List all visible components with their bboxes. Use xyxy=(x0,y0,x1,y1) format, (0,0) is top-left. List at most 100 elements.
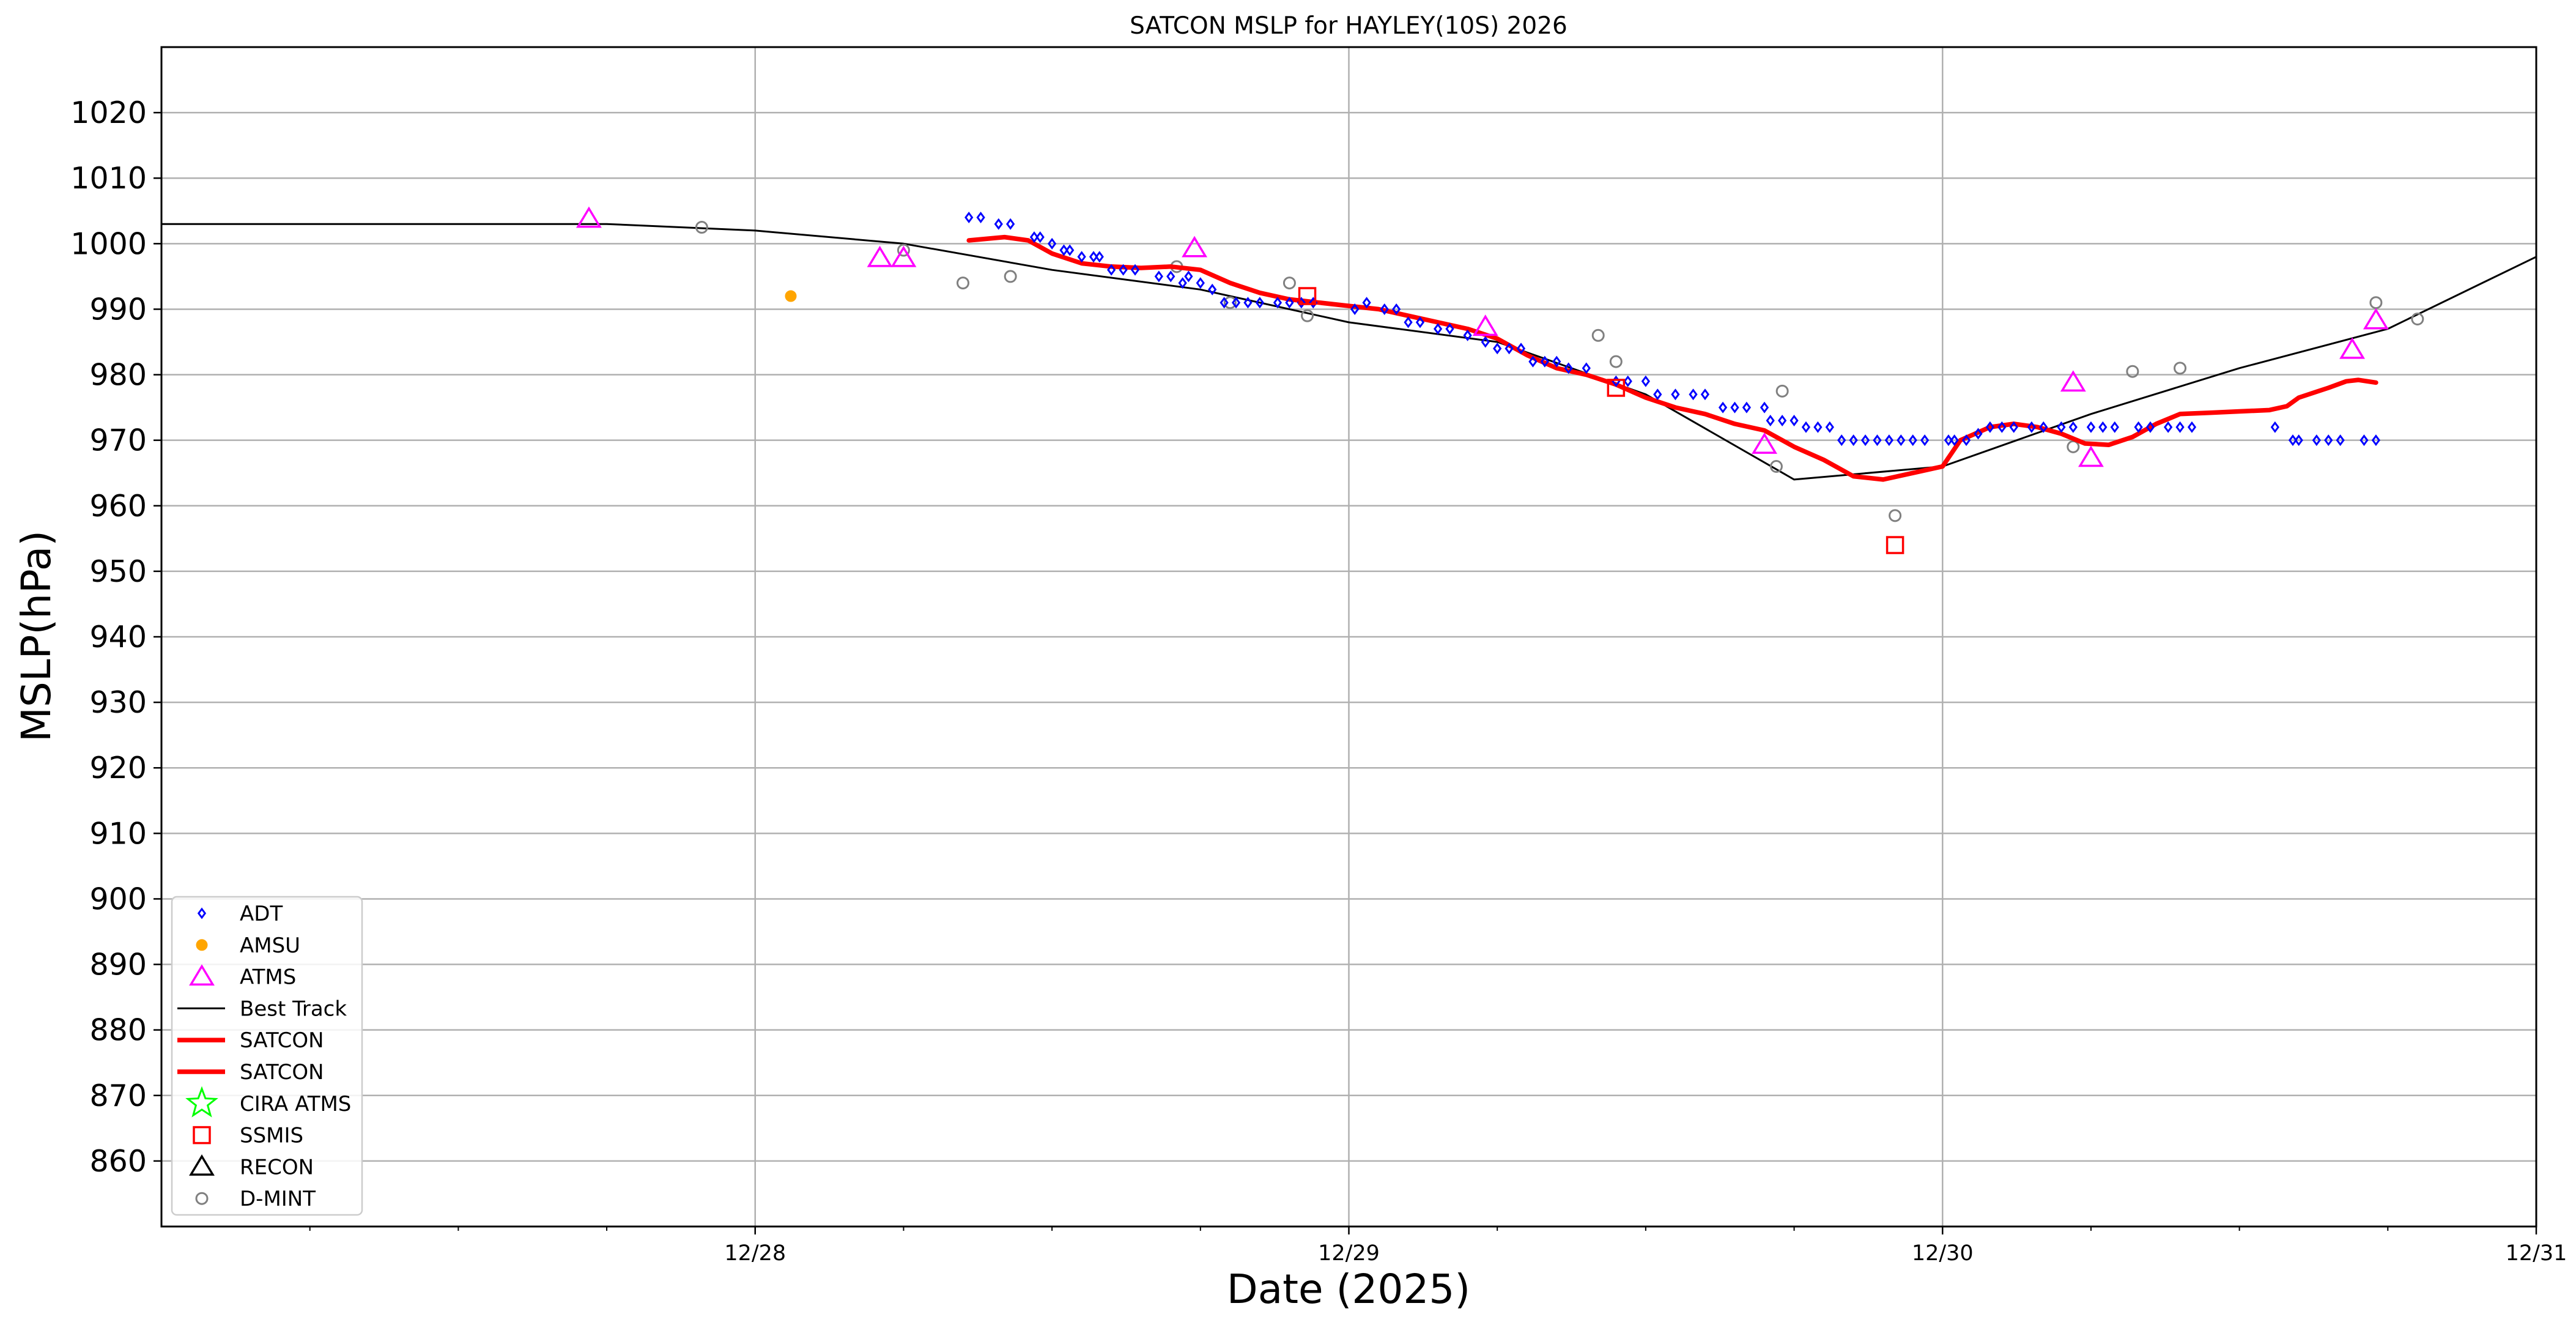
adt-point xyxy=(1463,329,1472,341)
adt-point xyxy=(1089,251,1098,263)
adt-point xyxy=(2294,434,2303,447)
adt-point xyxy=(994,218,1003,230)
adt-point xyxy=(1849,434,1858,447)
best-track-line xyxy=(160,223,2537,481)
adt-point xyxy=(1623,375,1632,387)
y-tick-label: 1010 xyxy=(70,161,147,196)
adt-point xyxy=(1231,297,1241,309)
adt-point xyxy=(1505,343,1514,355)
legend-label: D-MINT xyxy=(240,1187,316,1211)
legend-label: ADT xyxy=(240,902,283,926)
dmint-point xyxy=(2411,313,2424,326)
y-tick-label: 920 xyxy=(89,751,147,785)
adt-point xyxy=(1154,270,1163,283)
adt-point xyxy=(1029,231,1039,243)
adt-point xyxy=(1742,401,1752,414)
adt-point xyxy=(1048,237,1057,250)
adt-point xyxy=(1908,434,1917,447)
dmint-point xyxy=(1889,509,1902,522)
y-tick-label: 980 xyxy=(89,358,147,393)
adt-point xyxy=(1166,270,1175,283)
dmint-point xyxy=(1301,309,1314,322)
adt-point xyxy=(976,211,985,223)
dmint-point xyxy=(1769,460,1783,473)
adt-point xyxy=(1813,421,1823,433)
adt-point xyxy=(2134,421,2143,433)
y-tick-label: 970 xyxy=(89,423,147,458)
y-tick-label: 930 xyxy=(89,685,147,720)
x-tick-label: 12/31 xyxy=(2506,1241,2567,1266)
dmint-point xyxy=(1223,296,1237,310)
adt-point xyxy=(2270,421,2279,433)
legend-label: ATMS xyxy=(240,965,296,990)
legend-label: CIRA ATMS xyxy=(240,1092,351,1116)
adt-point xyxy=(1006,218,1015,230)
adt-point xyxy=(1778,415,1787,427)
adt-point xyxy=(1730,401,1739,414)
y-axis-label: MSLP(hPa) xyxy=(13,530,60,742)
legend-box xyxy=(171,896,363,1216)
adt-point xyxy=(2164,421,2173,433)
atms-point xyxy=(2078,445,2104,467)
adt-point xyxy=(1065,244,1075,256)
legend-marker-dmint xyxy=(195,1192,209,1205)
amsu-point xyxy=(785,290,797,302)
legend: ADT AMSU ATMS Best Track SATCON SATCON CIRA AT… xyxy=(171,896,363,1216)
adt-point xyxy=(2187,421,2197,433)
adt-point xyxy=(1243,297,1253,309)
adt-point xyxy=(2039,421,2048,433)
atms-point xyxy=(1182,236,1208,258)
adt-point xyxy=(1766,415,1775,427)
atms-point xyxy=(2363,308,2389,330)
adt-point xyxy=(1801,421,1811,433)
adt-point xyxy=(1873,434,1882,447)
dmint-point xyxy=(1591,328,1605,342)
adt-point xyxy=(1130,264,1140,276)
adt-point xyxy=(1273,297,1282,309)
plot-frame xyxy=(160,46,2537,1228)
ssmis-point xyxy=(1886,536,1904,554)
adt-point xyxy=(1974,428,1983,440)
adt-point xyxy=(1961,434,1971,447)
legend-label: SATCON xyxy=(240,1028,324,1053)
adt-point xyxy=(1564,362,1573,374)
legend-marker-ssmis xyxy=(193,1126,211,1145)
atms-point xyxy=(867,245,893,267)
dmint-point xyxy=(897,243,910,257)
dmint-point xyxy=(1609,355,1623,368)
adt-point xyxy=(1897,434,1906,447)
y-tick-label: 990 xyxy=(89,292,147,327)
adt-point xyxy=(1404,316,1413,328)
adt-point xyxy=(1985,421,1995,433)
atms-point xyxy=(1752,432,1777,454)
adt-point xyxy=(1790,415,1799,427)
adt-point xyxy=(1178,277,1187,289)
dmint-point xyxy=(2067,440,2080,453)
adt-point xyxy=(1950,434,1959,447)
dmint-point xyxy=(1004,270,1017,283)
atms-point xyxy=(2339,337,2366,359)
y-tick-label: 910 xyxy=(89,816,147,851)
legend-label: SATCON xyxy=(240,1060,324,1085)
adt-point xyxy=(1641,375,1650,387)
adt-point xyxy=(2336,434,2345,447)
adt-point xyxy=(1415,316,1425,328)
adt-point xyxy=(2359,434,2369,447)
adt-point xyxy=(1944,434,1953,447)
adt-point xyxy=(1350,303,1360,315)
grid-lines xyxy=(161,47,2537,1227)
chart-title: SATCON MSLP for HAYLEY(10S) 2026 xyxy=(1130,12,1567,40)
legend-marker-cira-atms xyxy=(185,1086,218,1118)
adt-point xyxy=(1196,277,1205,289)
y-tick-label: 880 xyxy=(89,1013,147,1048)
data-series xyxy=(160,206,2537,554)
adt-point xyxy=(1582,362,1591,374)
legend-marker-amsu xyxy=(196,939,208,951)
adt-point xyxy=(1825,421,1834,433)
adt-point xyxy=(1860,434,1870,447)
atms-point xyxy=(576,206,602,228)
legend-label: AMSU xyxy=(240,933,300,958)
adt-point xyxy=(1552,355,1561,368)
adt-point xyxy=(1220,297,1229,309)
y-tick-label: 940 xyxy=(89,620,147,655)
